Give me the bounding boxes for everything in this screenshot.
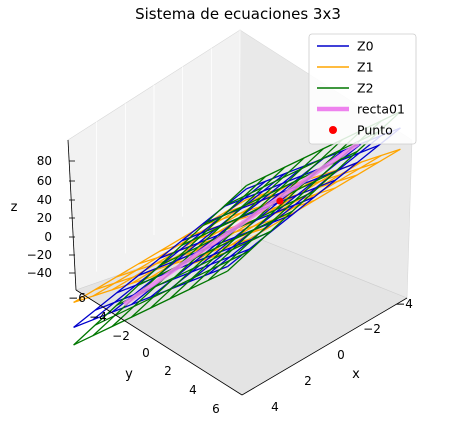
y-tick-label: −6 [68, 291, 86, 305]
chart-title: Sistema de ecuaciones 3x3 [135, 5, 341, 23]
wire-z0 [188, 142, 363, 283]
z-tick-label: 60 [37, 174, 52, 188]
x-tick-label: 0 [337, 348, 345, 362]
y-tick-label: 2 [164, 364, 172, 378]
wire-z0 [111, 173, 286, 313]
legend-entry-z0: Z0 [317, 39, 374, 54]
legend-entry-recta01: recta01 [317, 102, 405, 117]
legend-entry-z2: Z2 [317, 81, 374, 96]
x-tick-label: 4 [271, 400, 279, 414]
legend-entry-z1: Z1 [317, 60, 374, 75]
wire-z0 [227, 127, 401, 268]
legend-label: Z0 [357, 39, 374, 54]
legend-entry-punto: Punto [329, 123, 393, 138]
wire-z0 [207, 135, 382, 275]
legend-marker [329, 126, 337, 134]
point-punto [276, 197, 284, 205]
pane-grid [67, 30, 241, 290]
z-tick-label: 0 [44, 230, 52, 244]
wire-z2 [92, 175, 267, 337]
wire-z2 [169, 138, 344, 300]
y-tick-label: 0 [142, 346, 150, 360]
wire-z1 [208, 154, 382, 259]
legend-label: Z2 [357, 81, 374, 96]
y-axis-label: y [125, 367, 133, 382]
legend-label: Z1 [357, 60, 374, 75]
x-axis-line [241, 297, 408, 396]
z-axis-label: z [11, 200, 18, 215]
z-tick-label: 80 [37, 154, 52, 168]
wire-z2 [73, 185, 247, 346]
z-tick-label: −40 [27, 266, 52, 280]
y-tick-label: −4 [89, 310, 107, 324]
wire-z0 [92, 180, 267, 321]
legend-label: recta01 [357, 102, 405, 117]
x-axis-label: x [352, 367, 360, 382]
wire-z2 [188, 129, 363, 290]
z-tick-label: 20 [37, 211, 52, 225]
wire-z1 [73, 199, 247, 303]
z-tick-label: −20 [27, 248, 52, 262]
y-tick-label: 6 [212, 402, 220, 416]
legend: Z0 Z1 Z2 recta01 Punto [308, 33, 417, 145]
z-tick-label: 40 [37, 193, 52, 207]
y-axis-line [75, 289, 243, 396]
y-tick-label: −2 [112, 329, 130, 343]
y-tick-label: 4 [189, 383, 197, 397]
plot-area [73, 111, 401, 346]
legend-box [308, 33, 417, 145]
x-tick-label: 2 [304, 374, 312, 388]
line-recta01 [122, 141, 360, 306]
legend-label: Punto [357, 123, 393, 138]
z-axis-line [67, 139, 77, 291]
x-tick-label: −2 [363, 322, 381, 336]
wire-z2 [111, 166, 286, 327]
x-tick-label: −4 [395, 297, 413, 311]
